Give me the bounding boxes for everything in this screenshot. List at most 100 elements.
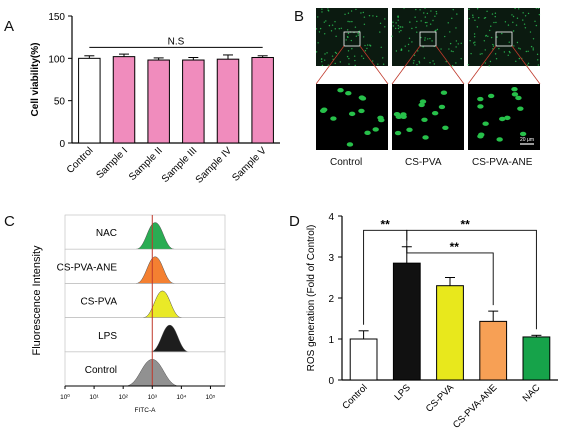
cell-dot bbox=[397, 19, 399, 21]
cell-dot bbox=[469, 39, 471, 42]
cell-dot bbox=[523, 23, 526, 25]
bar-d-4 bbox=[522, 336, 551, 381]
x-tick-label-c: 10² bbox=[118, 394, 128, 401]
cell-dot bbox=[429, 23, 432, 25]
cell-dot bbox=[452, 50, 454, 53]
bar-d-2 bbox=[436, 285, 464, 381]
series-label-c: CS-PVA bbox=[81, 297, 118, 308]
cell-dot bbox=[411, 27, 413, 30]
cell-dot bbox=[417, 50, 419, 52]
cell-dot bbox=[495, 58, 498, 60]
cell-dot bbox=[416, 31, 418, 33]
cell-dot bbox=[380, 46, 382, 49]
zoom-box-2 bbox=[495, 31, 513, 47]
cell-dot bbox=[487, 35, 489, 38]
cell-dot bbox=[372, 15, 374, 17]
cell-dot bbox=[347, 20, 349, 23]
cell-dot bbox=[347, 12, 350, 14]
cell-dot bbox=[427, 38, 429, 40]
cell-dot bbox=[473, 35, 476, 38]
cell-nucleus bbox=[372, 127, 379, 132]
cell-dot bbox=[476, 8, 479, 10]
cell-dot bbox=[323, 33, 326, 35]
x-tick-label-a: Sample IV bbox=[194, 145, 235, 186]
cell-dot bbox=[419, 9, 421, 11]
cell-dot bbox=[334, 28, 336, 30]
y-tick-label-a: 100 bbox=[48, 54, 65, 65]
cell-dot bbox=[516, 17, 519, 19]
cell-dot bbox=[527, 50, 529, 53]
cell-dot bbox=[353, 55, 356, 57]
cell-dot bbox=[424, 7, 426, 9]
cell-dot bbox=[394, 27, 397, 30]
histogram-3 bbox=[150, 324, 189, 353]
cell-dot bbox=[361, 55, 363, 57]
micrograph-overview-1 bbox=[392, 8, 464, 66]
micrograph-overview-2 bbox=[468, 8, 540, 66]
cell-dot bbox=[512, 15, 515, 18]
cell-dot bbox=[345, 39, 347, 41]
cell-dot bbox=[334, 21, 336, 23]
cell-dot bbox=[529, 31, 532, 33]
y-tick-label-d: 1 bbox=[328, 335, 334, 346]
cell-dot bbox=[489, 60, 492, 63]
cell-nucleus bbox=[330, 116, 337, 121]
cell-dot bbox=[401, 26, 404, 28]
cell-dot bbox=[408, 37, 411, 39]
cell-dot bbox=[476, 26, 479, 28]
cell-dot bbox=[537, 64, 540, 66]
cell-dot bbox=[404, 45, 406, 47]
cell-dot bbox=[512, 21, 514, 24]
cell-dot bbox=[368, 14, 371, 17]
cell-dot bbox=[501, 32, 503, 35]
cell-nucleus bbox=[345, 91, 352, 96]
histogram-2 bbox=[143, 290, 182, 318]
cell-dot bbox=[423, 12, 425, 14]
zoom-line-left-2 bbox=[467, 45, 497, 85]
cell-dot bbox=[449, 42, 452, 45]
significance-bracket-2 bbox=[406, 229, 537, 330]
cell-dot bbox=[351, 20, 353, 23]
zoom-line-right-0 bbox=[359, 45, 389, 85]
cell-dot bbox=[360, 12, 362, 14]
cell-dot bbox=[515, 60, 517, 63]
cell-dot bbox=[429, 62, 431, 64]
significance-label-0: ** bbox=[381, 217, 391, 231]
cell-dot bbox=[363, 16, 366, 18]
cell-dot bbox=[315, 51, 318, 53]
cell-dot bbox=[424, 21, 427, 24]
cell-dot bbox=[460, 42, 462, 45]
cell-dot bbox=[330, 30, 333, 32]
cell-dot bbox=[492, 43, 494, 46]
cell-nucleus bbox=[394, 130, 402, 136]
cell-dot bbox=[397, 16, 399, 19]
cell-dot bbox=[518, 47, 520, 49]
cell-dot bbox=[403, 7, 405, 9]
cell-dot bbox=[364, 44, 366, 47]
cell-dot bbox=[371, 60, 374, 62]
y-tick-label-a: 0 bbox=[59, 139, 65, 150]
cell-dot bbox=[494, 53, 497, 55]
cell-dot bbox=[411, 41, 413, 43]
cell-nucleus bbox=[421, 117, 428, 122]
cell-dot bbox=[414, 16, 416, 18]
micrograph-zoom-2 bbox=[468, 84, 540, 150]
x-tick-label-c: 10⁴ bbox=[176, 394, 186, 401]
micrograph-label-control: Control bbox=[330, 157, 363, 168]
cell-dot bbox=[317, 42, 319, 44]
cell-dot bbox=[325, 20, 327, 22]
cell-dot bbox=[321, 11, 323, 13]
cell-dot bbox=[477, 17, 480, 19]
cell-dot bbox=[354, 26, 357, 28]
cell-dot bbox=[339, 61, 342, 63]
cell-dot bbox=[426, 12, 429, 15]
x-tick-label-c: 10⁰ bbox=[60, 393, 70, 401]
cell-dot bbox=[474, 41, 476, 43]
cell-dot bbox=[447, 22, 449, 24]
cell-dot bbox=[522, 12, 524, 14]
cell-nucleus bbox=[504, 115, 511, 121]
panel-letter-d: D bbox=[289, 213, 300, 230]
cell-nucleus bbox=[348, 111, 356, 117]
cell-dot bbox=[413, 54, 416, 57]
series-label-c: LPS bbox=[98, 331, 117, 342]
